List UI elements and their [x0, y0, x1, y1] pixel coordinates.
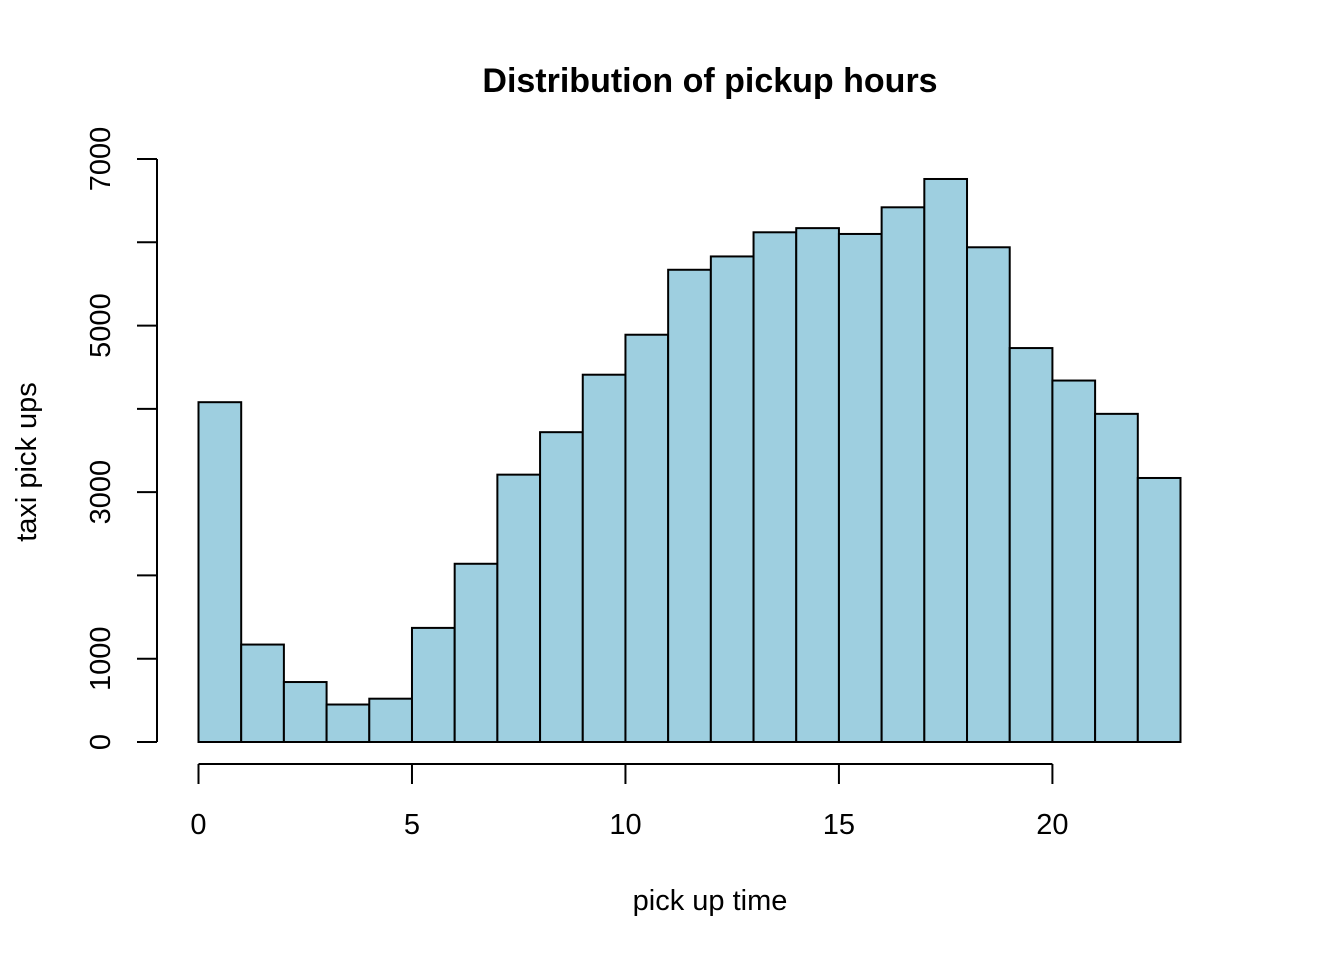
histogram-bar [1008, 347, 1054, 743]
y-axis-label: taxi pick ups [11, 382, 43, 542]
x-tick-label: 10 [609, 809, 641, 841]
histogram-bar [368, 697, 413, 743]
x-tick-label: 0 [190, 809, 206, 841]
y-axis: 0 1000 3000 5000 7000 [85, 127, 158, 750]
x-axis-label: pick up time [633, 885, 788, 917]
y-tick-label: 3000 [85, 460, 117, 525]
histogram-bar [1094, 412, 1139, 743]
histogram-bar [581, 373, 627, 743]
x-tick-label: 5 [404, 809, 420, 841]
y-tick-label: 0 [85, 734, 117, 750]
y-tick-label: 7000 [85, 127, 117, 192]
histogram-bar [966, 246, 1011, 743]
histogram-bar [453, 562, 499, 743]
bars-group [197, 177, 1182, 744]
histogram-bar [1051, 379, 1097, 743]
histogram-bar [410, 626, 456, 743]
x-axis: 0 5 10 15 20 [190, 763, 1069, 841]
histogram-bar [282, 681, 328, 744]
x-tick-label: 20 [1036, 809, 1068, 841]
histogram-bar [752, 231, 798, 743]
chart-title: Distribution of pickup hours [482, 62, 937, 100]
histogram-bar [197, 401, 243, 743]
y-tick-label: 5000 [85, 293, 117, 358]
histogram-bar [624, 333, 670, 743]
x-tick-label: 15 [823, 809, 855, 841]
y-tick-label: 1000 [85, 626, 117, 691]
histogram-bar [923, 177, 969, 743]
histogram-bar [496, 473, 542, 743]
histogram-bar [1136, 476, 1182, 743]
histogram-bar [325, 703, 371, 743]
histogram-bar [795, 227, 840, 743]
histogram-bar [837, 232, 883, 743]
histogram-bar [240, 643, 285, 744]
histogram-bar [709, 255, 755, 743]
histogram-bar [539, 431, 584, 743]
histogram-bar [667, 268, 712, 743]
histogram-bar [880, 206, 926, 743]
